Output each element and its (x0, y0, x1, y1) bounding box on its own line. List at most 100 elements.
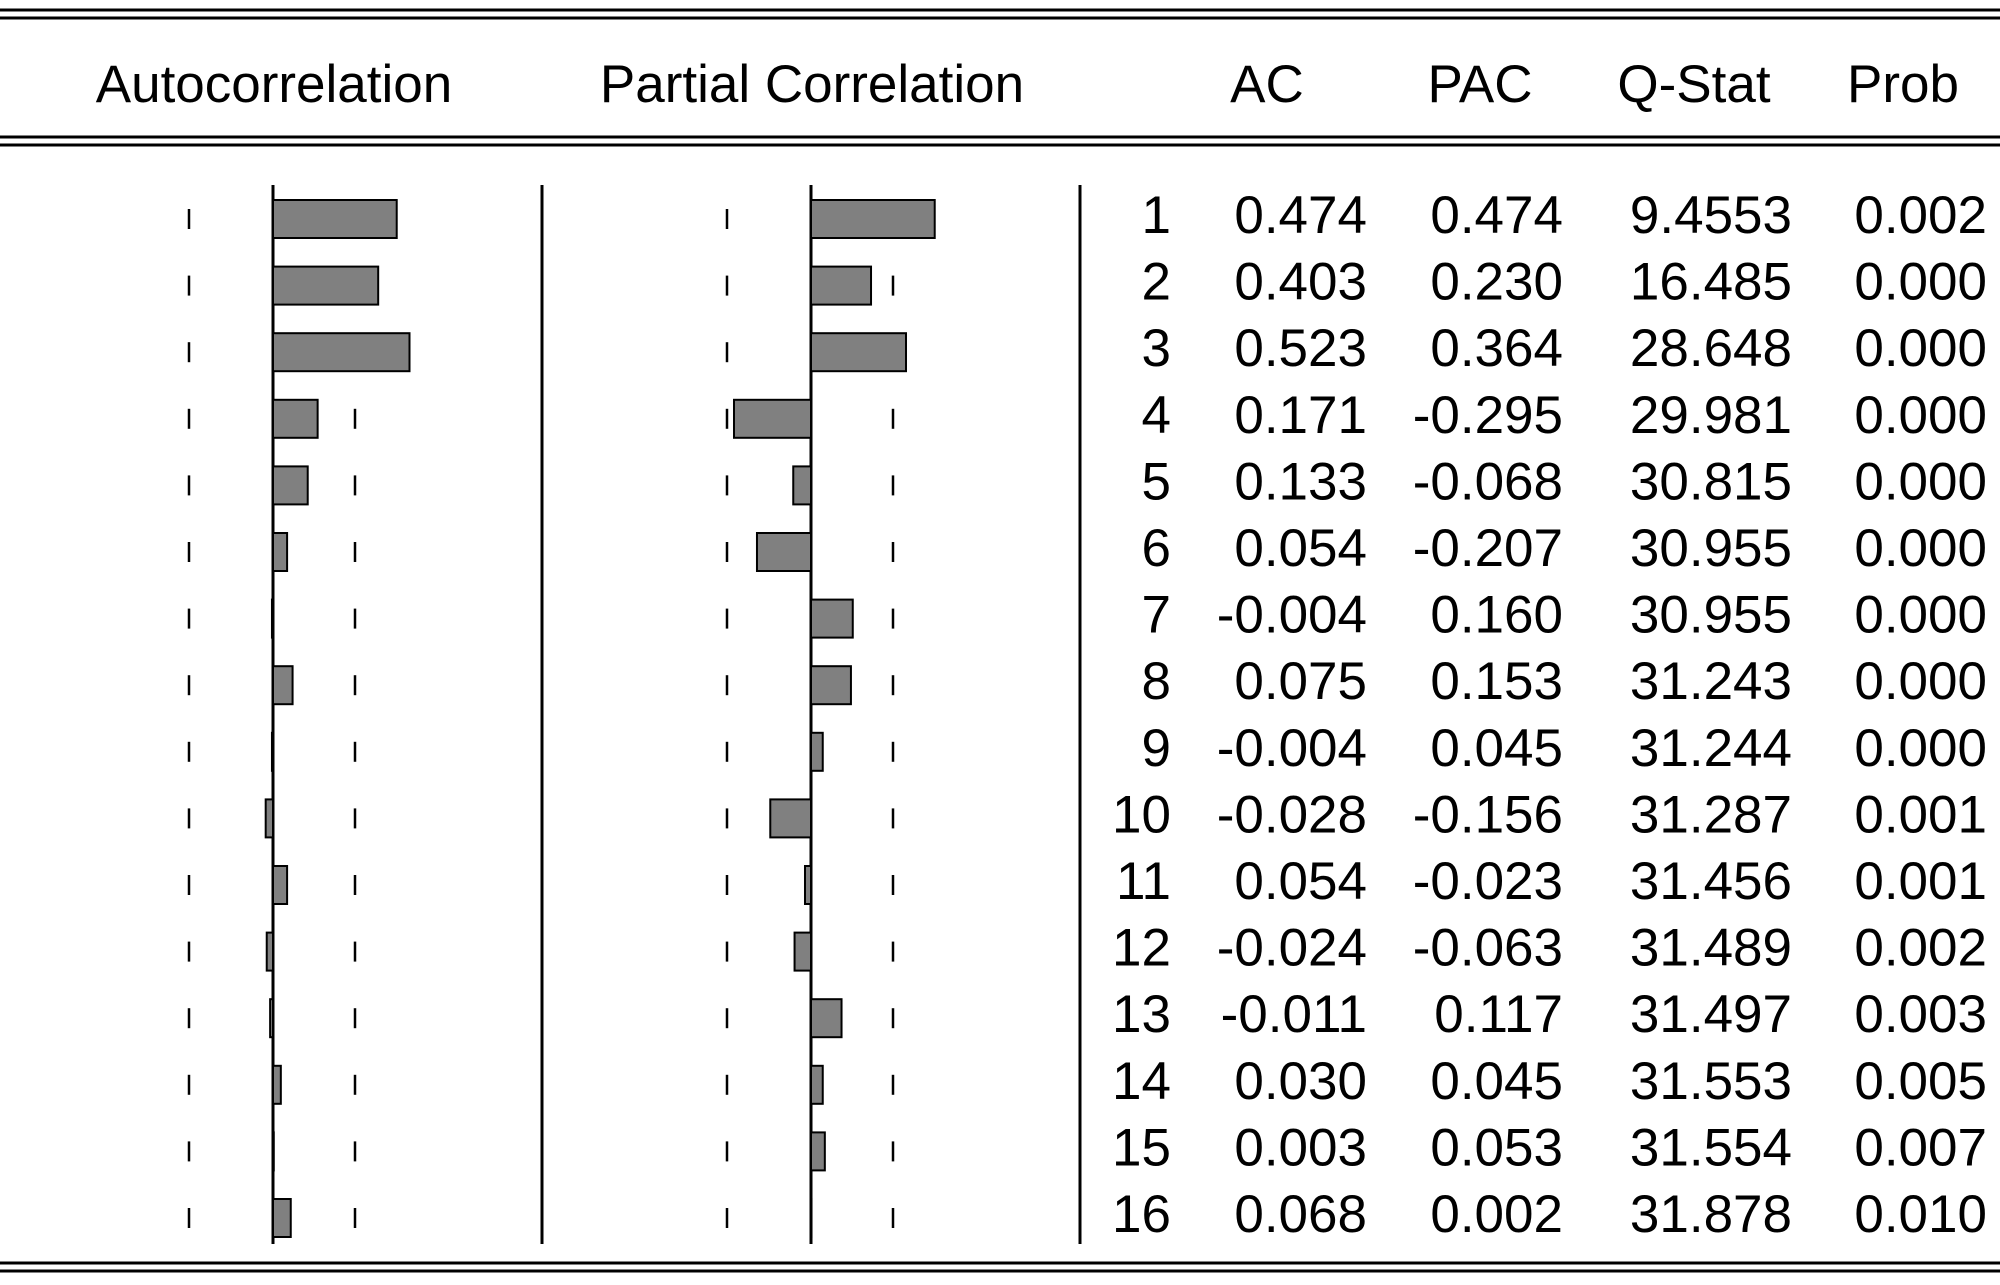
ac-bar (270, 731, 274, 772)
q-cell: 28.648 (1630, 319, 1792, 378)
lag-cell: 12 (1112, 919, 1171, 978)
q-cell: 31.287 (1630, 785, 1792, 844)
prob-cell: 0.000 (1854, 519, 1987, 578)
ac-cell: -0.004 (1217, 586, 1367, 645)
ac-cell: 0.003 (1234, 1118, 1367, 1177)
lag-cell: 5 (1142, 452, 1171, 511)
prob-cell: 0.001 (1854, 852, 1987, 911)
pac-bar (810, 1131, 826, 1172)
ac-cell: 0.075 (1234, 652, 1367, 711)
prob-cell: 0.002 (1854, 186, 1987, 245)
pac-cell: 0.002 (1430, 1185, 1563, 1244)
pac-bar (810, 598, 854, 639)
q-cell: 31.243 (1630, 652, 1792, 711)
ac-bar (272, 465, 309, 506)
ac-cell: 0.054 (1234, 852, 1367, 911)
lag-cell: 13 (1112, 985, 1171, 1044)
prob-cell: 0.000 (1854, 319, 1987, 378)
ac-cell: -0.004 (1217, 719, 1367, 778)
ac-bar (272, 865, 289, 905)
pac-cell: -0.207 (1413, 519, 1563, 578)
pac-cell: -0.068 (1413, 452, 1563, 511)
prob-cell: 0.000 (1854, 652, 1987, 711)
q-cell: 31.497 (1630, 985, 1792, 1044)
ac-bar (272, 265, 380, 306)
pac-cell: -0.295 (1413, 386, 1563, 445)
ac-cell: 0.030 (1234, 1052, 1367, 1111)
pac-cell: -0.156 (1413, 785, 1563, 844)
lag-cell: 14 (1112, 1052, 1171, 1111)
pac-bar (810, 731, 824, 772)
q-cell: 30.955 (1630, 586, 1792, 645)
prob-cell: 0.000 (1854, 386, 1987, 445)
pac-cell: 0.045 (1430, 719, 1563, 778)
pac-cell: 0.053 (1430, 1118, 1563, 1177)
ac-cell: -0.011 (1221, 985, 1367, 1044)
pac-cell: 0.364 (1430, 319, 1563, 378)
pac-bar (769, 798, 812, 839)
pac-cell: 0.153 (1430, 652, 1563, 711)
q-cell: 31.244 (1630, 719, 1792, 778)
prob-cell: 0.001 (1854, 785, 1987, 844)
prob-cell: 0.002 (1854, 919, 1987, 978)
ac-bar (269, 998, 274, 1039)
pac-cell: -0.023 (1413, 852, 1563, 911)
lag-cell: 2 (1142, 253, 1171, 312)
pac-cell: 0.045 (1430, 1052, 1563, 1111)
lag-cell: 3 (1142, 319, 1171, 378)
prob-cell: 0.007 (1854, 1118, 1987, 1177)
q-cell: 30.815 (1630, 452, 1792, 511)
ac-bar (272, 665, 294, 706)
prob-cell: 0.003 (1854, 985, 1987, 1044)
ac-bar (264, 798, 274, 839)
ac-bar (270, 598, 274, 639)
lag-cell: 15 (1112, 1118, 1171, 1177)
ac-cell: -0.028 (1217, 785, 1367, 844)
ac-cell: -0.024 (1217, 919, 1367, 978)
pac-bar (810, 332, 908, 373)
pac-bar (803, 865, 813, 905)
q-cell: 31.553 (1630, 1052, 1792, 1111)
pac-cell: 0.160 (1430, 586, 1563, 645)
pac-bar (810, 199, 936, 239)
pac-cell: 0.230 (1430, 253, 1563, 312)
lag-cell: 10 (1112, 785, 1171, 844)
pac-bar (755, 532, 813, 572)
lag-cell: 1 (1142, 186, 1171, 245)
pac-cell: 0.474 (1430, 186, 1563, 245)
ac-bar (272, 199, 398, 239)
ac-cell: 0.133 (1234, 452, 1367, 511)
ac-cell: 0.068 (1234, 1185, 1367, 1244)
ac-bar (272, 1198, 292, 1238)
pac-bar (733, 398, 813, 439)
lag-cell: 16 (1112, 1185, 1171, 1244)
prob-cell: 0.000 (1854, 719, 1987, 778)
ac-cell: 0.171 (1234, 386, 1367, 445)
ac-cell: 0.054 (1234, 519, 1367, 578)
header-cell: Partial Correlation (600, 55, 1024, 114)
lag-cell: 7 (1142, 586, 1171, 645)
prob-cell: 0.000 (1854, 452, 1987, 511)
prob-cell: 0.005 (1854, 1052, 1987, 1111)
q-cell: 9.4553 (1630, 186, 1792, 245)
q-cell: 29.981 (1630, 386, 1792, 445)
pac-bar (810, 1064, 824, 1105)
q-cell: 16.485 (1630, 253, 1792, 312)
ac-bar (272, 398, 319, 439)
lag-cell: 9 (1142, 719, 1171, 778)
pac-cell: -0.063 (1413, 919, 1563, 978)
pac-bar (792, 465, 813, 506)
q-cell: 31.456 (1630, 852, 1792, 911)
ac-bar (272, 1131, 275, 1172)
pac-cell: 0.117 (1434, 985, 1563, 1044)
header-cell: AC (1230, 55, 1304, 114)
prob-cell: 0.010 (1854, 1185, 1987, 1244)
q-cell: 30.955 (1630, 519, 1792, 578)
pac-bar (810, 665, 852, 706)
lag-cell: 8 (1142, 652, 1171, 711)
lag-cell: 11 (1116, 852, 1171, 911)
q-cell: 31.489 (1630, 919, 1792, 978)
lag-cell: 6 (1142, 519, 1171, 578)
ac-bar (272, 532, 289, 572)
pac-bar (810, 265, 873, 306)
